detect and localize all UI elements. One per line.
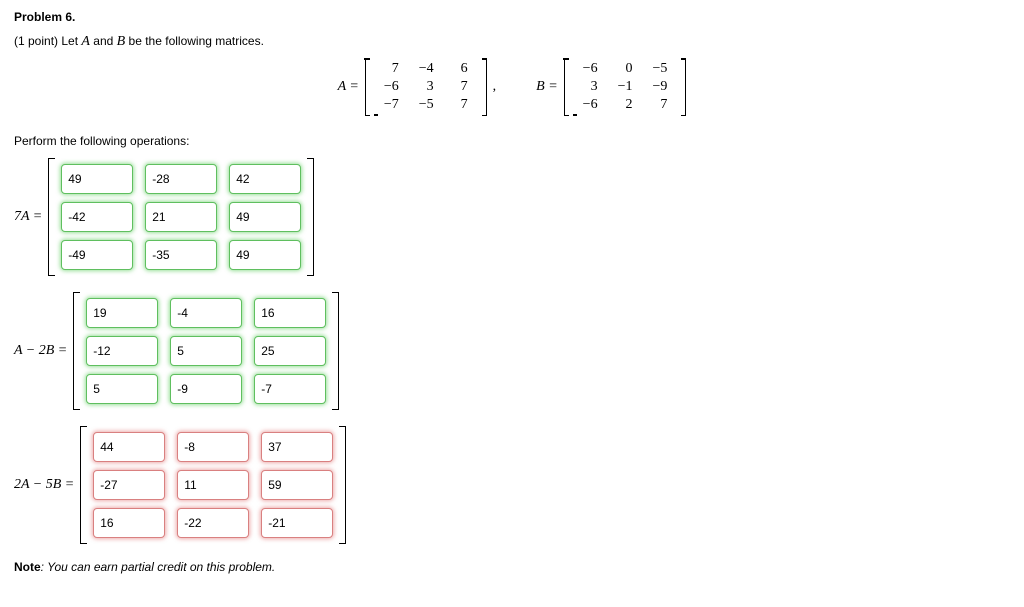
- answer-cell-input[interactable]: 5: [86, 374, 158, 404]
- answer-cell-input[interactable]: -9: [170, 374, 242, 404]
- answer-cell-input[interactable]: 49: [229, 202, 301, 232]
- matrix-b-cell: 7: [642, 96, 677, 114]
- matrix-a-cell: 7: [374, 60, 409, 78]
- answer-cell-input[interactable]: 5: [170, 336, 242, 366]
- matrix-b-cell: −9: [642, 78, 677, 96]
- matrix-a-label: A =: [338, 79, 359, 95]
- matrix-b-cell: −1: [608, 78, 643, 96]
- matrix-b-cell: −6: [573, 60, 608, 78]
- partial-credit-note: Note: You can earn partial credit on thi…: [14, 560, 1010, 574]
- bracket-left: [48, 158, 55, 276]
- intro-var-b: B: [117, 34, 126, 49]
- matrix-a-cell: −7: [374, 96, 409, 114]
- answer-grid: 19 -4 16 -12 5 25 5 -9 -7: [84, 292, 328, 410]
- matrix-a-cell: 7: [444, 96, 478, 114]
- answer-cell-input[interactable]: 25: [254, 336, 326, 366]
- answer-cell-input[interactable]: 19: [86, 298, 158, 328]
- matrix-a-cell: 7: [444, 78, 478, 96]
- answer-block: A − 2B = 19 -4 16 -12 5 25 5 -9 -7: [14, 292, 1010, 410]
- answer-cell-input[interactable]: -28: [145, 164, 217, 194]
- matrix-b: −60−5 3−1−9 −627: [564, 58, 687, 116]
- matrix-a-cell: 6: [444, 60, 478, 78]
- answer-cell-input[interactable]: -8: [177, 432, 249, 462]
- answer-cell-input[interactable]: 49: [61, 164, 133, 194]
- answer-cell-input[interactable]: 16: [254, 298, 326, 328]
- answer-cell-input[interactable]: 59: [261, 470, 333, 500]
- matrix-a-cell: 3: [409, 78, 444, 96]
- answer-cell-input[interactable]: 37: [261, 432, 333, 462]
- answer-cell-input[interactable]: -12: [86, 336, 158, 366]
- answer-cell-input[interactable]: -42: [61, 202, 133, 232]
- problem-title: Problem 6.: [14, 10, 1010, 24]
- answer-label: A − 2B =: [14, 343, 67, 359]
- intro-prefix: (1 point) Let: [14, 34, 81, 48]
- matrix-a-cell: −5: [409, 96, 444, 114]
- matrix-a-cell: −6: [374, 78, 409, 96]
- answer-cell-input[interactable]: 11: [177, 470, 249, 500]
- answer-cell-input[interactable]: -4: [170, 298, 242, 328]
- bracket-right: [332, 292, 339, 410]
- matrix-b-cell: 2: [608, 96, 643, 114]
- bracket-left: [73, 292, 80, 410]
- matrix-a-cell: −4: [409, 60, 444, 78]
- answer-cell-input[interactable]: 21: [145, 202, 217, 232]
- answer-cell-input[interactable]: -22: [177, 508, 249, 538]
- problem-intro: (1 point) Let A and B be the following m…: [14, 34, 1010, 50]
- matrix-b-cell: −5: [642, 60, 677, 78]
- answer-cell-input[interactable]: 16: [93, 508, 165, 538]
- answer-cell-input[interactable]: -49: [61, 240, 133, 270]
- answer-cell-input[interactable]: -27: [93, 470, 165, 500]
- intro-suffix: be the following matrices.: [125, 34, 264, 48]
- matrix-b-cell: −6: [573, 96, 608, 114]
- answer-block: 7A = 49 -28 42 -42 21 49 -49 -35 49: [14, 158, 1010, 276]
- matrix-b-cell: 0: [608, 60, 643, 78]
- answer-cell-input[interactable]: 49: [229, 240, 301, 270]
- answer-cell-input[interactable]: -21: [261, 508, 333, 538]
- bracket-right: [307, 158, 314, 276]
- answer-label: 7A =: [14, 209, 42, 225]
- answer-grid: 44 -8 37 -27 11 59 16 -22 -21: [91, 426, 335, 544]
- answer-cell-input[interactable]: -35: [145, 240, 217, 270]
- matrix-a: 7−46 −637 −7−57: [365, 58, 487, 116]
- matrix-b-label: B =: [536, 79, 558, 95]
- intro-var-a: A: [81, 34, 90, 49]
- given-matrices: A = 7−46 −637 −7−57 , B = −60−5 3−1−9 −6…: [14, 58, 1010, 116]
- answer-grid: 49 -28 42 -42 21 49 -49 -35 49: [59, 158, 303, 276]
- bracket-right: [339, 426, 346, 544]
- note-rest: : You can earn partial credit on this pr…: [41, 560, 276, 574]
- answer-cell-input[interactable]: 42: [229, 164, 301, 194]
- intro-mid: and: [90, 34, 117, 48]
- matrix-comma: ,: [493, 79, 497, 95]
- perform-text: Perform the following operations:: [14, 134, 1010, 148]
- note-bold: Note: [14, 560, 41, 574]
- bracket-left: [80, 426, 87, 544]
- matrix-b-cell: 3: [573, 78, 608, 96]
- answer-cell-input[interactable]: 44: [93, 432, 165, 462]
- answer-block: 2A − 5B = 44 -8 37 -27 11 59 16 -22 -21: [14, 426, 1010, 544]
- answer-cell-input[interactable]: -7: [254, 374, 326, 404]
- answer-label: 2A − 5B =: [14, 477, 74, 493]
